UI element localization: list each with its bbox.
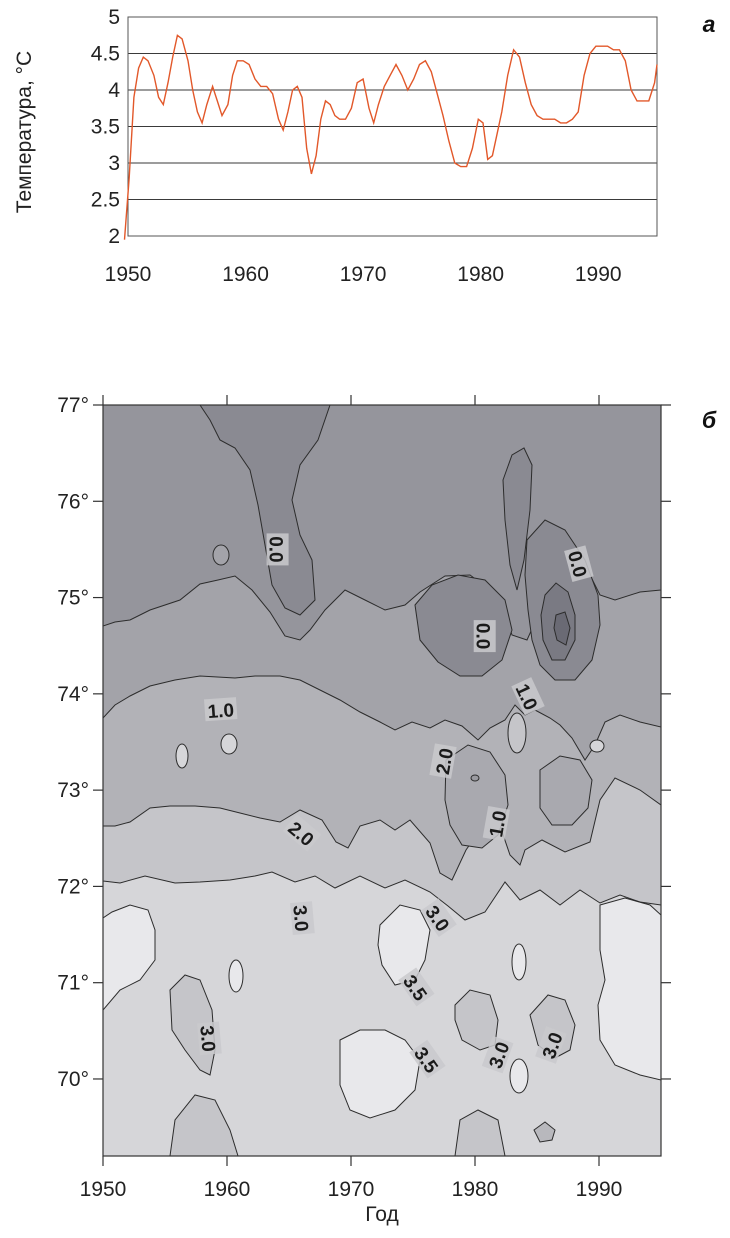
contour-label-background: [266, 533, 289, 566]
a-x-tick-label: 1970: [340, 263, 387, 286]
contour-label: 0.0: [265, 536, 286, 562]
contour-label-background: [535, 1026, 567, 1064]
b-x-tick-label: 1960: [204, 1178, 251, 1201]
b-y-tick-label: 74°: [57, 683, 89, 706]
b-x-tick-label: 1970: [328, 1178, 375, 1201]
a-x-tick-label: 1990: [575, 263, 622, 286]
a-y-tick-label: 3: [108, 152, 120, 175]
contour-label-background: [482, 805, 510, 842]
small-contour-loop: [212, 544, 230, 566]
contour-label-group: 2.0: [429, 743, 458, 779]
small-contour-loop: [175, 743, 189, 769]
a-plot-frame: [127, 16, 658, 237]
contour-label-background: [473, 620, 496, 653]
a-y-tick-label: 2: [108, 225, 120, 248]
b-x-tick-label: 1980: [452, 1178, 499, 1201]
a-y-tick-label: 4: [108, 79, 120, 102]
contour-band-3.5: [597, 897, 661, 1081]
contour-label-group: 3.0: [481, 1035, 514, 1074]
contour-label-background: [197, 1021, 222, 1056]
a-x-tick-label: 1960: [222, 263, 269, 286]
contour-band-2.0-island: [169, 1094, 239, 1156]
b-y-tick-label: 70°: [57, 1068, 89, 1091]
small-contour-loop: [507, 712, 527, 754]
contour-band-3.5: [339, 1029, 421, 1119]
contour-label: 3.0: [195, 1025, 218, 1053]
b-x-tick-labels: 1950 1960 1970 1980 1990: [80, 1178, 623, 1201]
contour-label-background: [290, 901, 315, 936]
contour-band-3.5: [103, 904, 156, 1011]
a-gridlines: [128, 16, 657, 237]
contour-band-below-minus-1.0: [502, 447, 533, 591]
contour-label-group: 1.0: [482, 805, 511, 842]
small-contour-loop: [228, 959, 244, 993]
contour-band-3.5: [377, 904, 431, 986]
contour-label-group: 0.0: [265, 533, 289, 566]
b-x-tick-label: 1950: [80, 1178, 127, 1201]
b-y-tick-label: 77°: [57, 394, 89, 417]
b-tick-marks: [93, 395, 671, 1166]
temperature-series-line: [123, 34, 658, 240]
panel-label-a: а: [703, 11, 716, 37]
contour-label-background: [204, 697, 238, 722]
b-y-tick-label: 73°: [57, 779, 89, 802]
small-contour-loop: [589, 739, 605, 753]
contour-band-1.0-island: [539, 755, 593, 826]
b-y-tick-label: 71°: [57, 972, 89, 995]
a-y-tick-label: 4.5: [91, 43, 120, 66]
small-contour-loop: [220, 733, 238, 755]
contour-label: 2.0: [433, 747, 458, 777]
contour-label-group: 3.0: [288, 901, 315, 936]
contour-value-labels: 0.00.00.01.0 1.01.02.02.03.0 3.03.03.0 3.03…: [195, 533, 594, 1079]
small-contour-loop: [509, 1058, 529, 1094]
temperature-line-chart: 2 2.5 3 3.5 4 4.5 5 1950 1960 1970 1980 …: [13, 6, 716, 286]
b-y-tick-labels: 70° 71° 72° 73° 74° 75° 76° 77°: [57, 394, 89, 1091]
b-x-axis-label: Год: [365, 1203, 398, 1226]
contour-label-background: [409, 1039, 446, 1079]
small-contour-loop: [470, 774, 480, 782]
contour-label: 1.0: [486, 809, 511, 839]
contour-band-2.0-island: [454, 1109, 506, 1156]
contour-label-background: [564, 545, 594, 582]
contour-band-below-minus-3.0: [553, 611, 571, 646]
a-x-tick-label: 1950: [105, 263, 152, 286]
contour-label: 3.0: [288, 904, 311, 932]
contour-label-group: 1.0: [204, 697, 238, 723]
b-x-tick-label: 1990: [576, 1178, 623, 1201]
contour-label-background: [420, 898, 457, 938]
contour-label-group: 3.0: [535, 1026, 568, 1064]
contour-label-background: [398, 967, 435, 1007]
contour-band-2.0-island: [533, 1121, 556, 1143]
a-y-tick-label: 3.5: [91, 116, 120, 139]
small-contour-loop: [511, 943, 527, 981]
panel-label-b: б: [702, 407, 717, 433]
contour-label-group: 0.0: [563, 545, 594, 582]
b-plot-frame: [102, 404, 662, 1157]
a-y-tick-label: 5: [108, 6, 120, 29]
a-y-tick-labels: 2 2.5 3 3.5 4 4.5 5: [91, 6, 121, 248]
contour-label-background: [282, 814, 322, 852]
b-y-tick-label: 75°: [57, 587, 89, 610]
contour-label: 1.0: [207, 700, 235, 723]
a-x-tick-labels: 1950 1960 1970 1980 1990: [105, 263, 622, 286]
contour-label-background: [429, 743, 457, 779]
contour-label-group: 3.0: [195, 1021, 222, 1056]
temperature-contour-map: 0.00.00.01.0 1.01.02.02.03.0 3.03.03.0 3.03…: [57, 394, 717, 1226]
b-y-tick-label: 76°: [57, 490, 89, 513]
contour-label-group: 0.0: [472, 620, 496, 653]
contour-fill-layers: [103, 405, 661, 1156]
a-y-tick-label: 2.5: [91, 189, 120, 212]
b-y-tick-label: 72°: [57, 875, 89, 898]
contour-label: 0.0: [472, 623, 493, 649]
contour-label-background: [511, 677, 545, 716]
contour-label-background: [481, 1035, 514, 1074]
a-x-tick-label: 1980: [457, 263, 504, 286]
a-y-axis-label: Температура, °C: [13, 51, 36, 213]
